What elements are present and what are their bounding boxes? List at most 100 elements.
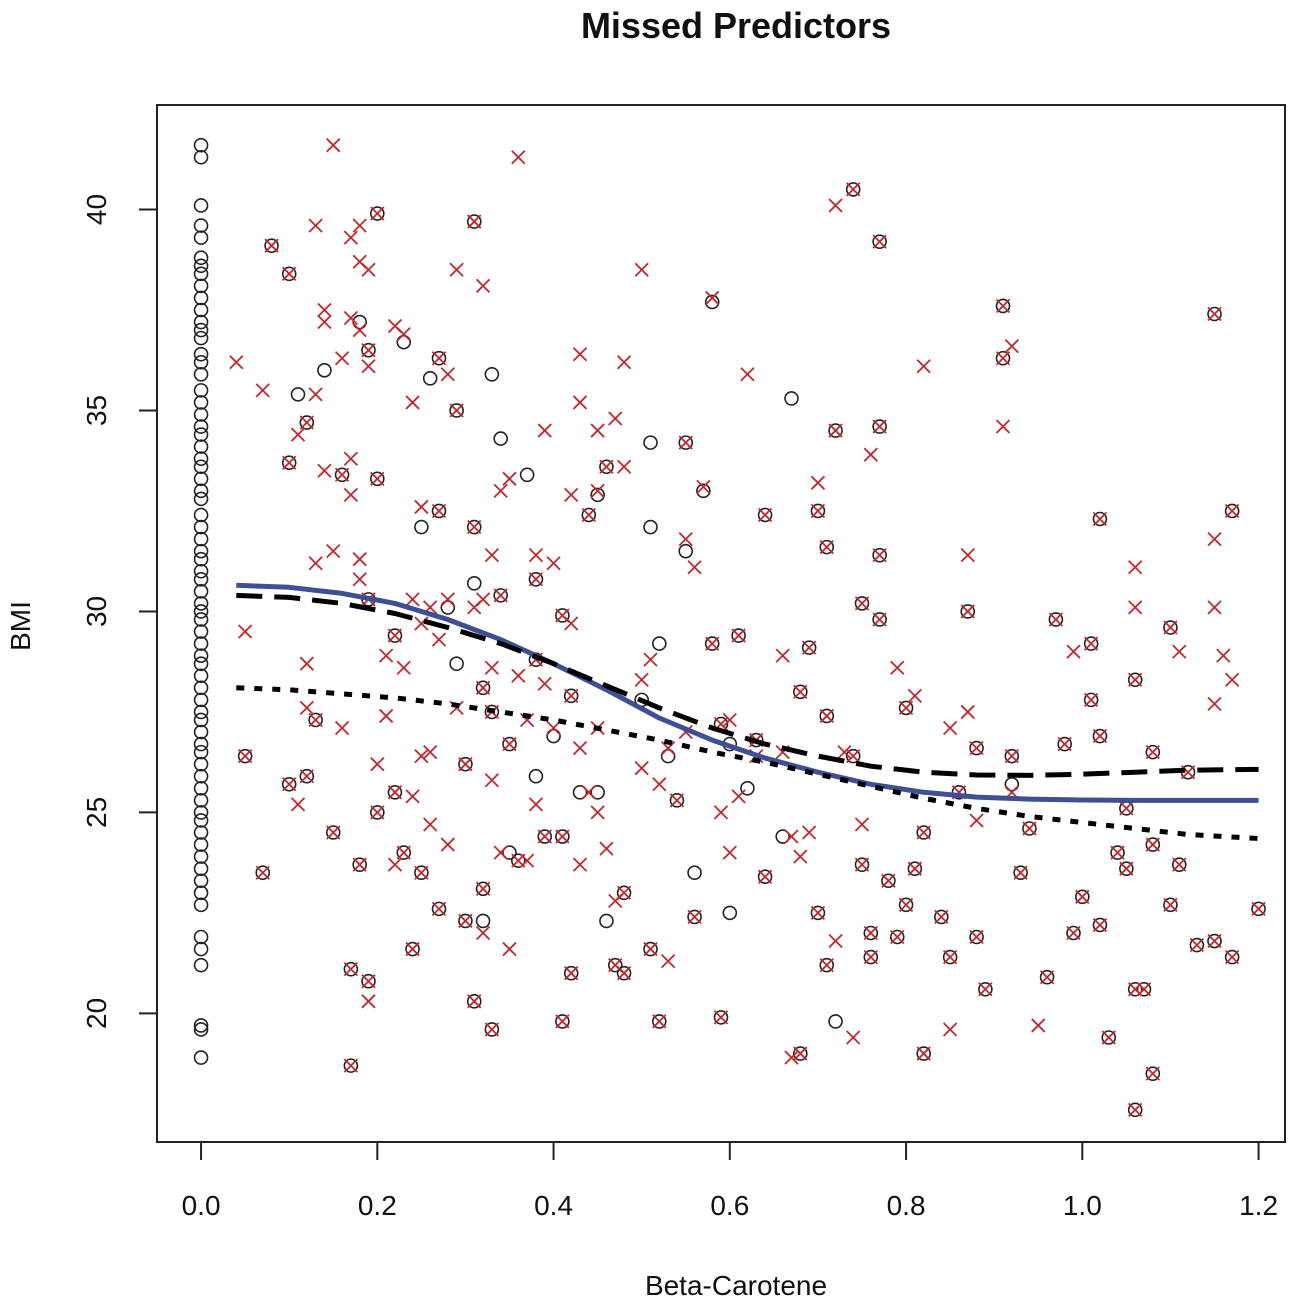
observed-point [193,218,209,233]
imputed-point [317,302,332,318]
imputed-point [511,150,526,165]
imputed-point [334,720,350,736]
imputed-point [1128,1102,1143,1117]
observed-point [572,785,588,800]
imputed-point [299,769,314,784]
imputed-point [475,680,491,695]
observed-point [281,266,297,282]
observed-point [669,793,685,808]
observed-point [370,206,385,221]
observed-point [775,829,790,844]
imputed-point [1163,897,1178,912]
observed-point [563,965,579,981]
imputed-point [828,423,843,438]
observed-point [193,885,209,901]
observed-point [237,748,253,764]
imputed-point [731,789,746,804]
imputed-point [1066,925,1081,941]
observed-point [264,238,279,253]
imputed-point [705,636,720,651]
imputed-point [528,572,544,587]
imputed-point [502,941,517,957]
observed-point [431,901,447,917]
imputed-point [687,560,702,575]
observed-point [1092,917,1108,933]
x-tick-label: 0.2 [358,1190,397,1221]
imputed-point [370,206,385,221]
observed-point [969,740,984,756]
observed-point [828,1014,843,1029]
observed-point [1013,865,1028,881]
observed-point [493,431,508,446]
observed-point [704,636,720,651]
observed-point [845,182,861,197]
imputed-point [907,688,923,703]
observed-point [563,688,579,704]
imputed-point [537,829,552,844]
imputed-point [775,648,790,663]
imputed-point [705,290,720,306]
imputed-point [810,905,826,921]
observed-point [1207,933,1222,949]
observed-point [881,873,896,889]
observed-point [290,387,306,402]
observed-point [757,869,773,885]
imputed-point [449,403,464,418]
imputed-point [898,700,914,716]
imputed-point [731,628,746,643]
observed-point [898,897,914,913]
observed-point [193,724,209,740]
imputed-point [837,744,852,760]
fit-lines [236,582,1259,841]
imputed-point [678,435,693,450]
imputed-point [722,845,737,860]
imputed-point [317,463,332,478]
observed-point [458,913,473,929]
observed-point [801,640,817,655]
y-axis-label: BMI [5,601,36,651]
imputed-point [458,757,473,772]
imputed-point [564,966,579,981]
observed-point [519,467,535,483]
imputed-point [942,949,958,965]
observed-point [599,459,614,475]
imputed-point [308,556,323,571]
observed-point [1092,511,1108,527]
imputed-point [326,138,341,153]
observed-point [995,298,1011,314]
imputed-point [634,672,649,687]
observed-point [193,648,209,663]
observed-point [854,857,870,872]
imputed-point [361,359,376,374]
imputed-point [1066,644,1081,659]
imputed-point [819,539,834,555]
observed-point [1207,306,1222,322]
observed-point [422,371,438,386]
imputed-point [916,825,931,840]
imputed-point [378,708,394,724]
observed-point [1004,776,1020,792]
imputed-point [572,395,588,410]
observed-point [193,407,209,422]
imputed-point [537,676,552,691]
observed-point [863,925,879,941]
imputed-point [634,761,649,776]
observed-point [475,680,491,696]
imputed-point [1101,1030,1116,1045]
observed-points [193,137,1266,1118]
observed-point [193,507,209,523]
observed-point [193,596,209,611]
observed-point [1075,889,1090,905]
imputed-point [484,773,500,788]
observed-point [616,885,632,901]
imputed-point [960,704,975,720]
imputed-point [572,347,588,362]
imputed-point [519,853,535,868]
imputed-point [995,298,1011,314]
imputed-point [599,841,614,856]
imputed-point [378,648,394,663]
observed-point [1066,925,1081,941]
observed-point [193,805,209,820]
imputed-point [431,901,447,917]
observed-point [475,913,491,929]
